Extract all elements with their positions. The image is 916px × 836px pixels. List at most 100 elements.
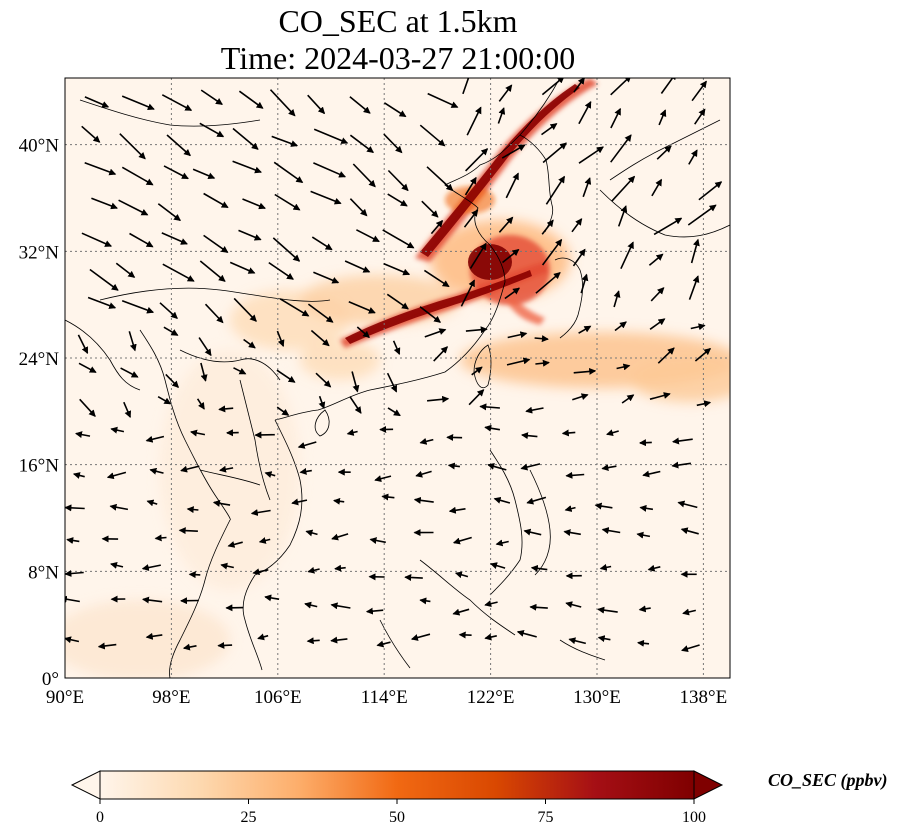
wind-arrow-284: [516, 629, 537, 638]
wind-arrow-199: [520, 463, 541, 471]
map-title-line-2: Time: 2024-03-27 21:00:00: [220, 40, 576, 76]
wind-arrow-12: [541, 78, 565, 96]
wind-arrow-22: [271, 135, 299, 147]
wind-arrow-247: [404, 574, 423, 582]
border-tibet: [99, 287, 331, 302]
wind-arrow-50: [688, 149, 698, 165]
wind-arrow-221: [66, 537, 80, 544]
wind-arrow-227: [305, 529, 318, 537]
wind-arrow-130: [507, 331, 528, 339]
wind-arrow-23: [313, 128, 349, 144]
wind-arrow-32: [658, 109, 667, 126]
coastline-philippines-west: [489, 449, 523, 596]
wind-arrow-138: [165, 373, 179, 389]
wind-arrow-163: [468, 389, 485, 406]
latitude-ticks: 0° 8°N 16°N 24°N 32°N 40°N: [19, 136, 60, 690]
wind-arrow-70: [161, 232, 188, 245]
wind-arrow-39: [273, 161, 304, 184]
wind-arrow-186: [672, 437, 693, 445]
lon-tick-label-1: 98°E: [152, 687, 190, 708]
wind-arrow-15: [660, 78, 677, 94]
wind-arrow-173: [190, 429, 206, 437]
wind-arrow-190: [180, 465, 200, 473]
coastlines: [65, 78, 730, 678]
wind-arrow-250: [530, 564, 548, 572]
wind-arrow-21: [232, 127, 259, 150]
lon-tick-label-4: 122°E: [467, 687, 515, 708]
wind-arrow-223: [154, 534, 167, 542]
wind-arrow-205: [109, 503, 129, 511]
lon-tick-label-0: 90°E: [46, 687, 84, 708]
wind-arrow-152: [694, 347, 712, 362]
wind-arrow-268: [565, 601, 582, 608]
wind-arrow-95: [469, 242, 487, 269]
wind-arrow-118: [688, 275, 700, 300]
wind-arrow-275: [182, 643, 197, 651]
wind-arrow-101: [690, 238, 700, 264]
wind-arrow-271: [682, 608, 696, 616]
wind-arrow-243: [252, 568, 269, 576]
wind-arrow-75: [356, 229, 380, 243]
wind-arrow-197: [447, 462, 460, 470]
wind-arrow-8: [383, 102, 407, 118]
wind-arrow-102: [87, 296, 117, 309]
wind-arrow-48: [610, 134, 632, 163]
wind-arrow-140: [233, 367, 247, 375]
wind-arrow-72: [238, 229, 262, 241]
wind-arrow-119: [77, 334, 89, 354]
lat-tick-label-2: 16°N: [19, 456, 60, 477]
wind-arrow-215: [493, 496, 511, 504]
wind-arrow-112: [460, 279, 476, 307]
lat-tick-label-3: 24°N: [19, 349, 60, 370]
wind-arrow-98: [572, 248, 586, 267]
wind-arrow-61: [464, 176, 477, 196]
wind-arrow-216: [526, 496, 547, 505]
wind-arrow-170: [75, 431, 91, 439]
wind-arrow-224: [178, 527, 198, 535]
wind-arrow-78: [463, 209, 479, 228]
wind-arrow-25: [383, 133, 403, 154]
wind-arrow-151: [657, 347, 675, 364]
wind-arrow-28: [497, 107, 506, 124]
wind-arrow-211: [333, 497, 345, 505]
coastline-china: [274, 78, 561, 421]
wind-arrow-81: [571, 218, 583, 233]
wind-arrow-193: [299, 467, 312, 475]
wind-arrow-109: [348, 301, 376, 314]
wind-arrow-239: [110, 562, 124, 569]
wind-arrow-204: [65, 504, 85, 512]
wind-arrow-46: [542, 142, 567, 164]
wind-arrow-111: [419, 306, 441, 323]
plume-south-lobe: [500, 285, 545, 325]
wind-arrow-6: [307, 94, 326, 115]
wind-arrow-108: [307, 303, 334, 323]
wind-arrow-234: [563, 529, 581, 537]
wind-arrow-281: [410, 633, 431, 641]
wind-arrow-110: [386, 293, 409, 310]
wind-arrow-113: [504, 287, 521, 300]
wind-arrow-208: [212, 499, 231, 507]
wind-arrow-69: [129, 232, 154, 248]
wind-arrow-60: [421, 200, 439, 218]
wind-arrow-125: [310, 329, 330, 347]
wind-arrow-38: [232, 160, 262, 174]
haze-guangdong: [300, 340, 380, 380]
wind-arrow-45: [501, 144, 526, 159]
wind-arrow-106: [233, 297, 257, 322]
lat-tick-label-4: 32°N: [19, 242, 60, 263]
wind-arrow-27: [466, 106, 482, 136]
wind-arrow-188: [106, 471, 127, 480]
longitude-ticks: 90°E 98°E 106°E 114°E 122°E 130°E 138°E: [46, 687, 727, 708]
wind-arrow-252: [599, 563, 612, 571]
wind-arrow-267: [529, 603, 548, 611]
wind-arrow-42: [387, 169, 409, 192]
wind-arrow-191: [219, 465, 234, 473]
wind-arrow-51: [91, 197, 118, 210]
wind-arrow-285: [568, 637, 586, 645]
coastline-borneo-north: [419, 559, 516, 636]
wind-arrow-127: [392, 340, 401, 356]
wind-arrow-36: [163, 165, 189, 180]
coastline-vietnam: [254, 419, 303, 576]
plume-core-hub: [468, 244, 512, 280]
